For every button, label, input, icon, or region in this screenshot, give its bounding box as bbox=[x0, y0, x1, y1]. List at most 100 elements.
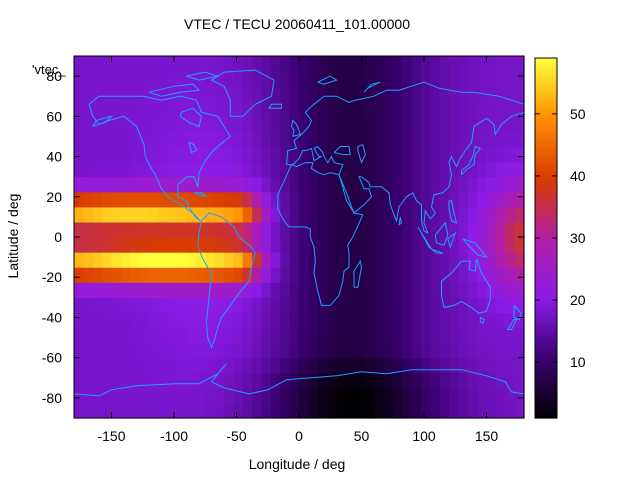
heatmap-cell bbox=[280, 161, 291, 178]
heatmap-cell bbox=[92, 372, 103, 389]
heatmap-cell bbox=[449, 357, 459, 374]
heatmap-cell bbox=[345, 131, 356, 148]
heatmap-cell bbox=[308, 71, 319, 87]
heatmap-cell bbox=[308, 252, 319, 268]
heatmap-cell bbox=[83, 327, 94, 344]
heatmap-cell bbox=[195, 86, 206, 102]
y-tick-label: 80 bbox=[46, 68, 62, 84]
heatmap-cell bbox=[327, 327, 338, 344]
heatmap-cell bbox=[505, 56, 516, 72]
coastline-path bbox=[268, 103, 282, 109]
heatmap-cell bbox=[308, 297, 319, 314]
heatmap-cell bbox=[92, 56, 103, 72]
heatmap-cell bbox=[111, 297, 122, 314]
heatmap-cell bbox=[420, 297, 431, 314]
heatmap-cell bbox=[149, 387, 159, 404]
heatmap-cell bbox=[83, 357, 94, 374]
colorbar-segment bbox=[535, 294, 557, 299]
colorbar-segment bbox=[535, 386, 557, 391]
heatmap-cell bbox=[252, 237, 263, 253]
y-tick-label: 40 bbox=[46, 149, 62, 165]
heatmap-cell bbox=[458, 116, 469, 133]
heatmap-cell bbox=[139, 101, 150, 117]
heatmap-cell bbox=[289, 56, 300, 72]
heatmap-cell bbox=[83, 101, 94, 117]
heatmap-cell bbox=[477, 282, 488, 298]
heatmap-cell bbox=[383, 191, 394, 208]
heatmap-cell bbox=[130, 56, 141, 72]
heatmap-cell bbox=[467, 237, 478, 253]
heatmap-cell bbox=[439, 86, 450, 102]
heatmap-cell bbox=[317, 342, 328, 359]
heatmap-cell bbox=[92, 131, 103, 148]
heatmap-cell bbox=[486, 267, 497, 283]
heatmap-cell bbox=[364, 206, 375, 223]
heatmap-cell bbox=[149, 221, 159, 238]
heatmap-cell bbox=[505, 176, 516, 193]
heatmap-cell bbox=[317, 161, 328, 178]
heatmap-cell bbox=[242, 252, 253, 268]
heatmap-cell bbox=[83, 191, 94, 208]
heatmap-cell bbox=[120, 86, 131, 102]
heatmap-cell bbox=[261, 176, 272, 193]
colorbar-segment bbox=[535, 366, 557, 371]
heatmap-cell bbox=[327, 282, 338, 298]
heatmap-cell bbox=[392, 357, 403, 374]
heatmap-cell bbox=[252, 252, 263, 268]
heatmap-cell bbox=[74, 297, 84, 314]
heatmap-cell bbox=[139, 86, 150, 102]
heatmap-cell bbox=[242, 357, 253, 374]
heatmap-cell bbox=[317, 237, 328, 253]
heatmap-cell bbox=[299, 312, 309, 329]
heatmap-cell bbox=[336, 237, 347, 253]
heatmap-cell bbox=[299, 267, 309, 283]
heatmap-cell bbox=[102, 342, 113, 359]
heatmap-cell bbox=[514, 191, 525, 208]
heatmap-cell bbox=[345, 176, 356, 193]
heatmap-cell bbox=[242, 116, 253, 133]
heatmap-cell bbox=[392, 267, 403, 283]
heatmap-cell bbox=[280, 176, 291, 193]
heatmap-cell bbox=[449, 342, 459, 359]
heatmap-cell bbox=[420, 116, 431, 133]
heatmap-cell bbox=[514, 342, 525, 359]
heatmap-cell bbox=[355, 176, 366, 193]
heatmap-cell bbox=[336, 101, 347, 117]
heatmap-cell bbox=[411, 387, 422, 404]
heatmap-cell bbox=[467, 86, 478, 102]
heatmap-cell bbox=[308, 312, 319, 329]
heatmap-cell bbox=[139, 191, 150, 208]
coastline-path bbox=[277, 162, 364, 306]
heatmap-cell bbox=[149, 146, 159, 163]
heatmap-cell bbox=[120, 297, 131, 314]
heatmap-cell bbox=[477, 237, 488, 253]
heatmap-cell bbox=[336, 56, 347, 72]
colorbar-segment bbox=[535, 110, 557, 115]
heatmap-cell bbox=[364, 71, 375, 87]
colorbar-segment bbox=[535, 66, 557, 71]
heatmap-cell bbox=[505, 101, 516, 117]
colorbar-segment bbox=[535, 246, 557, 251]
colorbar-segment bbox=[535, 138, 557, 143]
colorbar-segment bbox=[535, 198, 557, 203]
heatmap-cell bbox=[224, 297, 234, 314]
heatmap-cell bbox=[336, 297, 347, 314]
heatmap-cell bbox=[495, 71, 506, 87]
y-tick-label: -80 bbox=[42, 390, 62, 406]
heatmap-cell bbox=[392, 161, 403, 178]
heatmap-cell bbox=[252, 221, 263, 238]
heatmap-cell bbox=[111, 146, 122, 163]
heatmap-cell bbox=[392, 342, 403, 359]
coastline-path bbox=[479, 316, 485, 325]
heatmap-cell bbox=[411, 237, 422, 253]
heatmap-cell bbox=[477, 161, 488, 178]
heatmap-cell bbox=[270, 206, 281, 223]
heatmap-cell bbox=[242, 56, 253, 72]
heatmap-cell bbox=[514, 176, 525, 193]
heatmap-cell bbox=[261, 312, 272, 329]
heatmap-cell bbox=[139, 237, 150, 253]
heatmap-cell bbox=[224, 176, 234, 193]
heatmap-cell bbox=[74, 282, 84, 298]
heatmap-cell bbox=[383, 387, 394, 404]
heatmap-cell bbox=[280, 267, 291, 283]
